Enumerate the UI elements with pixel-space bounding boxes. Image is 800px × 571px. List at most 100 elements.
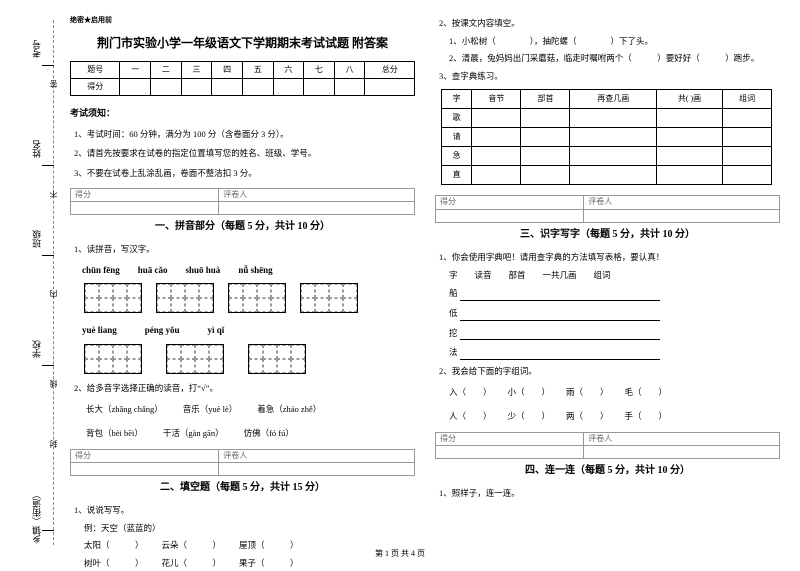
char-cell: 歌 bbox=[442, 109, 472, 128]
score-col: 五 bbox=[242, 62, 273, 79]
mini-score: 得分 bbox=[71, 449, 219, 463]
word-blank: 手（ ） bbox=[625, 410, 668, 424]
section-score-box: 得分评卷人 bbox=[70, 188, 415, 216]
tianzige-grid bbox=[84, 344, 142, 374]
side-underline bbox=[42, 65, 54, 66]
pinyin-row-1: chūn fēng huā cǎo shuō huà nǚ shēng bbox=[82, 263, 415, 277]
score-col: 四 bbox=[212, 62, 243, 79]
char-cell: 请 bbox=[442, 128, 472, 147]
mini-grader: 评卷人 bbox=[219, 188, 415, 202]
opt: 长大（zhǎng chǎng） bbox=[86, 403, 163, 417]
s3-q2: 2、我会给下面的字组词。 bbox=[439, 365, 780, 379]
score-col: 六 bbox=[273, 62, 304, 79]
char-th: 共( )画 bbox=[656, 90, 722, 109]
blank-line: 法 bbox=[449, 346, 780, 360]
section1-title: 一、拼音部分（每题 5 分，共计 10 分） bbox=[70, 219, 415, 235]
word-row: 人（ ） 少（ ） 两（ ） 手（ ） bbox=[449, 410, 780, 424]
notice-item: 3、不要在试卷上乱涂乱画，卷面不整洁扣 3 分。 bbox=[74, 167, 415, 181]
pinyin: yuè liang bbox=[82, 323, 117, 337]
right-column: 2、按课文内容填空。 1、小松树（ ），抽陀螺（ ）下了头。 2、清晨，兔妈妈出… bbox=[435, 15, 780, 555]
notice-item: 2、请首先按要求在试卷的指定位置填写您的姓名、班级、学号。 bbox=[74, 147, 415, 161]
tianzige-grid bbox=[166, 344, 224, 374]
mini-score: 得分 bbox=[436, 432, 584, 446]
s3-q1: 1、你会使用字典吧！请用查字典的方法填写表格，要认真！ bbox=[439, 251, 780, 265]
score-col: 总分 bbox=[365, 62, 415, 79]
page-footer: 第 1 页 共 4 页 bbox=[0, 548, 800, 559]
blank-line: 船 bbox=[449, 287, 780, 301]
mini-grader: 评卷人 bbox=[219, 449, 415, 463]
char-th: 组词 bbox=[723, 90, 772, 109]
s1-q2-opts-2: 背包（bèi bēi） 干活（gàn gān） 仿佛（fó fú） bbox=[86, 427, 415, 441]
section-score-box: 得分评卷人 bbox=[435, 195, 780, 223]
s1-q2-opts-1: 长大（zhǎng chǎng） 音乐（yuè lè） 着急（zháo zhě） bbox=[86, 403, 415, 417]
tianzige-grid bbox=[156, 283, 214, 313]
char-lookup-table: 字 音节 部首 再查几画 共( )画 组词 歌 请 急 直 bbox=[441, 89, 772, 185]
pinyin: shuō huà bbox=[186, 263, 221, 277]
word-blank: 雨（ ） bbox=[566, 386, 609, 400]
side-label-school: 学校 bbox=[30, 340, 43, 358]
s3-header-line: 字 读音 部首 一共几画 组词 bbox=[449, 269, 780, 283]
side-label-town: 乡镇（街道） bbox=[30, 490, 43, 544]
side-label-class: 班级 bbox=[30, 230, 43, 248]
word-blank: 人（ ） bbox=[449, 410, 492, 424]
notice-heading: 考试须知： bbox=[70, 106, 415, 120]
tianzige-grid bbox=[248, 344, 306, 374]
opt: 干活（gàn gān） bbox=[163, 427, 224, 441]
word-blank: 少（ ） bbox=[508, 410, 551, 424]
opt: 着急（zháo zhě） bbox=[257, 403, 321, 417]
tianzige-row-1 bbox=[84, 283, 415, 313]
word-row: 入（ ） 小（ ） 雨（ ） 毛（ ） bbox=[449, 386, 780, 400]
secrecy-mark: 绝密★启用前 bbox=[70, 15, 415, 26]
dash-marker: 封 bbox=[48, 440, 59, 448]
left-column: 绝密★启用前 荆门市实验小学一年级语文下学期期末考试试题 附答案 题号 一 二 … bbox=[70, 15, 415, 555]
side-label-name: 姓名 bbox=[30, 140, 43, 158]
score-col: 七 bbox=[304, 62, 335, 79]
side-underline bbox=[42, 165, 54, 166]
section-score-box: 得分评卷人 bbox=[70, 449, 415, 477]
exam-title: 荆门市实验小学一年级语文下学期期末考试试题 附答案 bbox=[70, 34, 415, 53]
s1-q1: 1、读拼音，写汉字。 bbox=[74, 243, 415, 257]
score-col: 三 bbox=[181, 62, 212, 79]
c2-q3: 3、查字典练习。 bbox=[439, 70, 780, 84]
char-th: 音节 bbox=[472, 90, 521, 109]
c2-q2: 2、按课文内容填空。 bbox=[439, 17, 780, 31]
opt: 背包（bèi bēi） bbox=[86, 427, 143, 441]
dash-marker: 不 bbox=[48, 190, 59, 198]
word-blank: 入（ ） bbox=[449, 386, 492, 400]
side-label-exam-no: 考号 bbox=[30, 40, 43, 58]
pinyin: huā cǎo bbox=[138, 263, 168, 277]
pinyin: péng yǒu bbox=[145, 323, 180, 337]
char-cell: 直 bbox=[442, 166, 472, 185]
mini-score: 得分 bbox=[71, 188, 219, 202]
blank-line: 挖 bbox=[449, 327, 780, 341]
score-col: 二 bbox=[151, 62, 182, 79]
blank-item: 花儿（ ） bbox=[162, 557, 222, 571]
notice-item: 1、考试时间：60 分钟，满分为 100 分（含卷面分 3 分）。 bbox=[74, 128, 415, 142]
side-underline bbox=[42, 365, 54, 366]
section3-title: 三、识字写字（每题 5 分，共计 10 分） bbox=[435, 227, 780, 243]
blank-item: 果子（ ） bbox=[239, 557, 299, 571]
s4-q1: 1、照样子，连一连。 bbox=[439, 487, 780, 501]
binding-dashed-line bbox=[53, 20, 54, 545]
word-blank: 毛（ ） bbox=[625, 386, 668, 400]
char-th: 字 bbox=[442, 90, 472, 109]
s2-example: 例：天空（蓝蓝的） bbox=[84, 522, 415, 536]
mini-grader: 评卷人 bbox=[584, 432, 780, 446]
binding-sidebar: 考号 姓名 班级 学校 乡镇（街道） 答 不 内 线 封 bbox=[0, 0, 60, 565]
dash-marker: 线 bbox=[48, 380, 59, 388]
mini-score: 得分 bbox=[436, 196, 584, 210]
score-col: 一 bbox=[120, 62, 151, 79]
s1-q2: 2、给多音字选择正确的读音，打“√”。 bbox=[74, 382, 415, 396]
opt: 音乐（yuè lè） bbox=[183, 403, 238, 417]
word-blank: 两（ ） bbox=[566, 410, 609, 424]
mini-grader: 评卷人 bbox=[584, 196, 780, 210]
tianzige-row-2 bbox=[84, 344, 415, 374]
tianzige-grid bbox=[228, 283, 286, 313]
dash-marker: 答 bbox=[48, 80, 59, 88]
blank-item: 树叶（ ） bbox=[84, 557, 144, 571]
s2-row: 树叶（ ） 花儿（ ） 果子（ ） bbox=[84, 557, 415, 571]
tianzige-grid bbox=[84, 283, 142, 313]
score-row-label: 得分 bbox=[71, 79, 120, 96]
pinyin: chūn fēng bbox=[82, 263, 120, 277]
pinyin: nǚ shēng bbox=[238, 263, 272, 277]
